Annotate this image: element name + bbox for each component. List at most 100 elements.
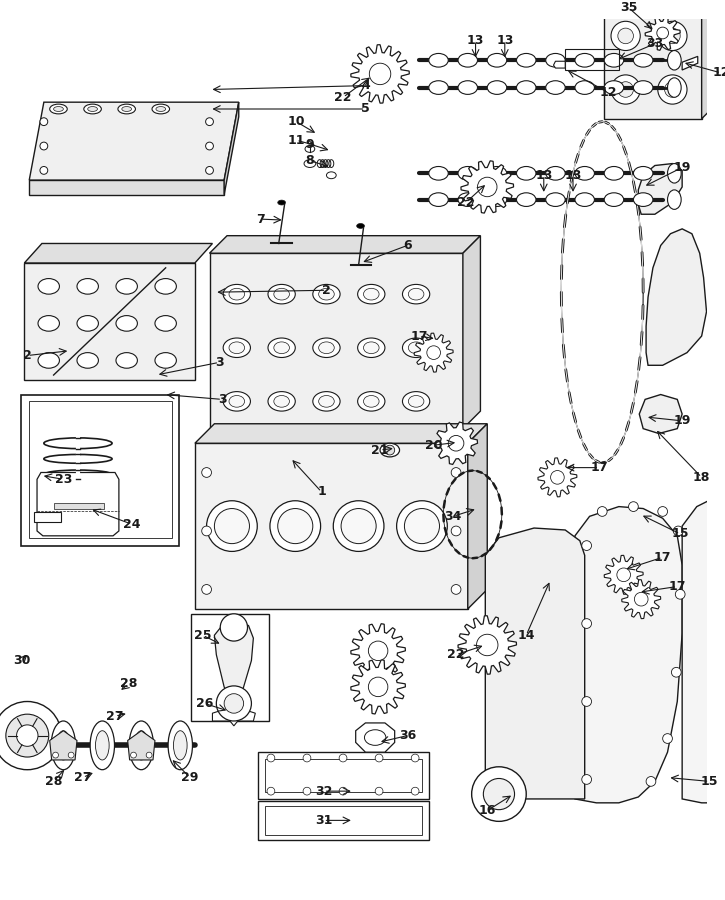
Polygon shape — [210, 236, 481, 253]
Circle shape — [451, 468, 461, 477]
Polygon shape — [604, 0, 702, 119]
Ellipse shape — [487, 166, 507, 180]
Ellipse shape — [604, 193, 624, 206]
Circle shape — [303, 754, 311, 762]
Ellipse shape — [634, 53, 653, 68]
Polygon shape — [638, 164, 682, 214]
Circle shape — [451, 585, 461, 594]
Circle shape — [581, 697, 592, 706]
Circle shape — [581, 618, 592, 628]
Ellipse shape — [365, 730, 386, 745]
Ellipse shape — [207, 500, 257, 552]
Ellipse shape — [229, 342, 244, 354]
Circle shape — [202, 585, 212, 594]
Polygon shape — [351, 660, 405, 714]
Ellipse shape — [516, 81, 536, 94]
Text: 10: 10 — [288, 115, 305, 128]
Polygon shape — [212, 706, 255, 726]
Circle shape — [375, 788, 383, 795]
Ellipse shape — [84, 104, 102, 114]
Circle shape — [216, 686, 252, 721]
Ellipse shape — [634, 81, 653, 94]
Polygon shape — [538, 458, 577, 497]
Polygon shape — [25, 244, 212, 263]
Text: 30: 30 — [13, 654, 30, 667]
Circle shape — [476, 634, 498, 656]
Polygon shape — [458, 616, 516, 674]
Circle shape — [206, 142, 213, 150]
Ellipse shape — [516, 166, 536, 180]
Text: 13: 13 — [496, 34, 513, 48]
Circle shape — [339, 788, 347, 795]
Bar — [191, 614, 269, 721]
Ellipse shape — [38, 279, 59, 294]
Ellipse shape — [38, 316, 59, 331]
Text: 12: 12 — [713, 67, 725, 79]
Circle shape — [472, 767, 526, 822]
Circle shape — [665, 28, 680, 44]
Ellipse shape — [312, 392, 340, 411]
Ellipse shape — [155, 279, 176, 294]
Circle shape — [597, 507, 607, 517]
Ellipse shape — [408, 395, 424, 407]
Ellipse shape — [604, 81, 624, 94]
Ellipse shape — [334, 500, 384, 552]
Ellipse shape — [223, 392, 250, 411]
Text: 22: 22 — [447, 648, 465, 662]
Ellipse shape — [268, 338, 295, 357]
Ellipse shape — [274, 395, 289, 407]
Polygon shape — [434, 422, 478, 464]
Circle shape — [53, 752, 59, 758]
Circle shape — [369, 63, 391, 85]
Ellipse shape — [312, 338, 340, 357]
Ellipse shape — [363, 342, 379, 354]
Polygon shape — [622, 580, 660, 618]
Ellipse shape — [575, 81, 594, 94]
Ellipse shape — [428, 53, 448, 68]
Ellipse shape — [604, 53, 624, 68]
Polygon shape — [639, 394, 682, 434]
Circle shape — [267, 788, 275, 795]
Ellipse shape — [96, 731, 109, 760]
Text: 24: 24 — [123, 518, 141, 531]
Ellipse shape — [516, 53, 536, 68]
Text: 22: 22 — [457, 196, 475, 209]
Ellipse shape — [168, 721, 192, 770]
Ellipse shape — [402, 338, 430, 357]
Text: 3: 3 — [218, 393, 226, 406]
Ellipse shape — [575, 166, 594, 180]
Ellipse shape — [357, 338, 385, 357]
Ellipse shape — [319, 342, 334, 354]
Polygon shape — [575, 507, 682, 803]
Text: 13: 13 — [564, 169, 581, 182]
Polygon shape — [468, 424, 487, 609]
Ellipse shape — [405, 508, 439, 544]
Text: 17: 17 — [410, 329, 428, 343]
Ellipse shape — [487, 81, 507, 94]
Ellipse shape — [118, 104, 136, 114]
Circle shape — [618, 82, 634, 97]
Text: 18: 18 — [693, 471, 710, 484]
Text: 27: 27 — [74, 771, 91, 784]
Circle shape — [411, 788, 419, 795]
Circle shape — [658, 22, 687, 50]
Bar — [258, 801, 428, 840]
Text: 14: 14 — [518, 629, 535, 642]
Text: 13: 13 — [535, 169, 552, 182]
Ellipse shape — [326, 172, 336, 179]
Circle shape — [6, 715, 49, 757]
Text: 20: 20 — [425, 438, 442, 452]
Polygon shape — [414, 333, 453, 372]
Polygon shape — [461, 161, 513, 213]
Ellipse shape — [668, 190, 682, 210]
Circle shape — [375, 754, 383, 762]
Ellipse shape — [134, 731, 148, 760]
Text: 32: 32 — [315, 785, 332, 797]
Ellipse shape — [152, 104, 170, 114]
Ellipse shape — [155, 316, 176, 331]
Ellipse shape — [357, 284, 385, 304]
Circle shape — [674, 526, 683, 536]
Circle shape — [634, 592, 648, 606]
Text: 19: 19 — [674, 414, 691, 427]
Circle shape — [611, 75, 640, 104]
